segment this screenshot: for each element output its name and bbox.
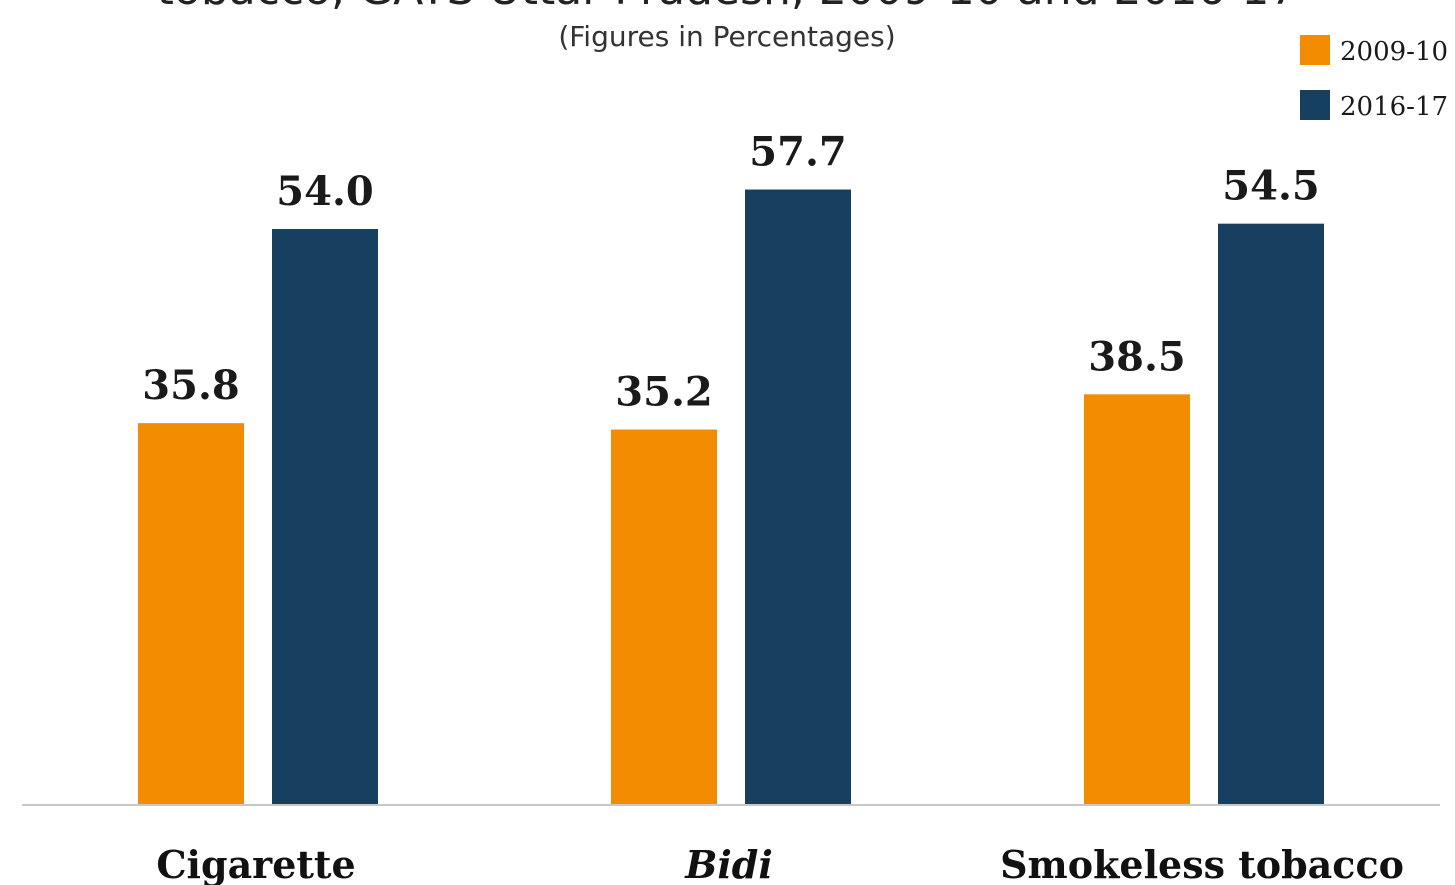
legend-swatch (1300, 90, 1330, 120)
bar-series1-2 (1084, 394, 1190, 805)
bar-series1-0 (138, 423, 244, 805)
data-label: 54.5 (1222, 163, 1319, 210)
value-labels-group: 35.8 54.0 35.2 57.7 38.5 54.5 (142, 129, 1319, 416)
data-label: 35.8 (142, 362, 239, 409)
legend-label: 2009-10 (1340, 37, 1448, 67)
data-label: 57.7 (749, 129, 846, 176)
chart-title: tobacco, GATS Uttar Pradesh, 2009-10 and… (157, 0, 1298, 15)
category-label: Smokeless tobacco (1000, 842, 1404, 885)
legend-label: 2016-17 (1340, 92, 1448, 122)
data-label: 54.0 (276, 168, 373, 215)
bar-series1-1 (611, 429, 717, 805)
data-label: 35.2 (615, 369, 712, 416)
legend: 2009-10 2016-17 (1300, 35, 1448, 122)
category-label: Cigarette (156, 842, 355, 885)
category-label: Bidi (684, 842, 773, 885)
bars-group (138, 189, 1324, 806)
legend-swatch (1300, 35, 1330, 65)
data-label: 38.5 (1088, 333, 1185, 380)
chart-subtitle: (Figures in Percentages) (558, 20, 895, 53)
category-labels-group: Cigarette Bidi Smokeless tobacco (156, 842, 1404, 885)
bar-series2-2 (1218, 223, 1324, 805)
bar-series2-0 (272, 229, 378, 805)
bar-series2-1 (745, 189, 851, 806)
